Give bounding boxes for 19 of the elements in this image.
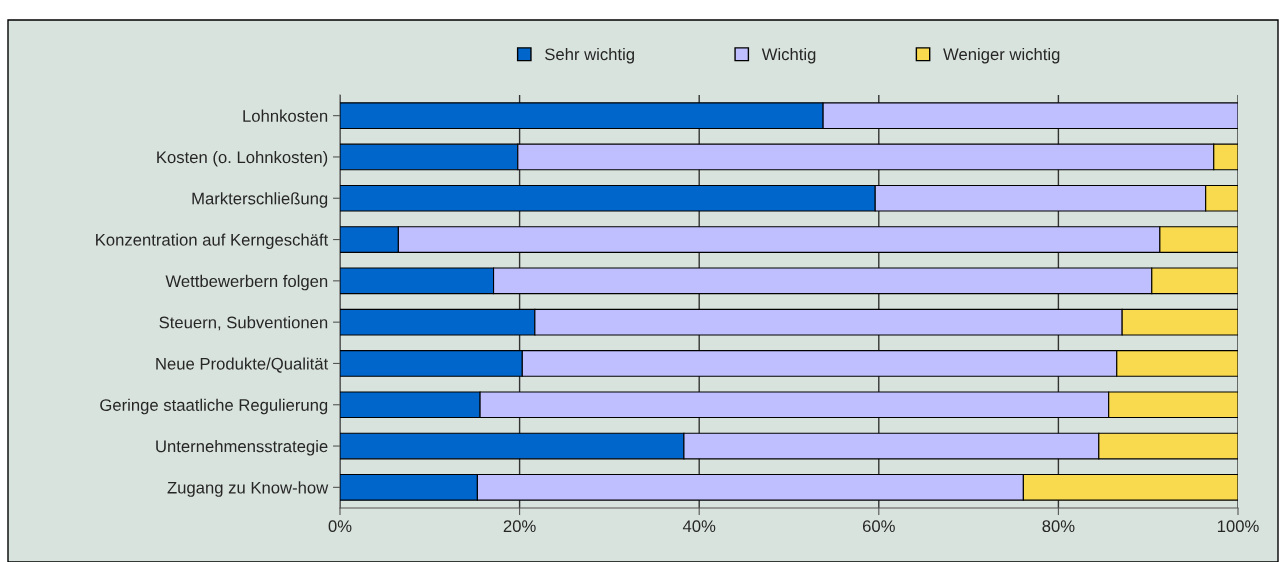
y-tick-label: Lohnkosten xyxy=(243,109,328,122)
x-tick-label: 100% xyxy=(1217,520,1259,533)
y-tick-label: Steuern, Subventionen xyxy=(159,316,328,331)
legend-label: Wichtig xyxy=(761,47,816,64)
y-tick-label: Wettbewerbern folgen xyxy=(165,274,328,291)
y-tick-label: Unternehmensstrategie xyxy=(156,440,328,456)
x-tick-label: 40% xyxy=(682,520,716,533)
x-tick-label: 80% xyxy=(1042,520,1075,533)
x-tick-label: 20% xyxy=(503,520,536,533)
legend-label: Weniger wichtig xyxy=(943,47,1060,64)
y-tick-label: Markterschließung xyxy=(192,192,328,208)
y-tick-label: Konzentration auf Kerngeschäft xyxy=(96,233,329,250)
y-tick-label: Kosten (o. Lohnkosten) xyxy=(157,150,328,167)
x-tick-label: 60% xyxy=(862,520,895,533)
y-tick-label: Zugang zu Know-how xyxy=(167,481,329,497)
legend-label: Sehr wichtig xyxy=(545,47,634,64)
y-tick-label: Geringe staatliche Regulierung xyxy=(100,398,328,415)
y-tick-label: Neue Produkte/Qualität xyxy=(156,357,329,373)
x-tick-label: 0% xyxy=(328,520,352,533)
